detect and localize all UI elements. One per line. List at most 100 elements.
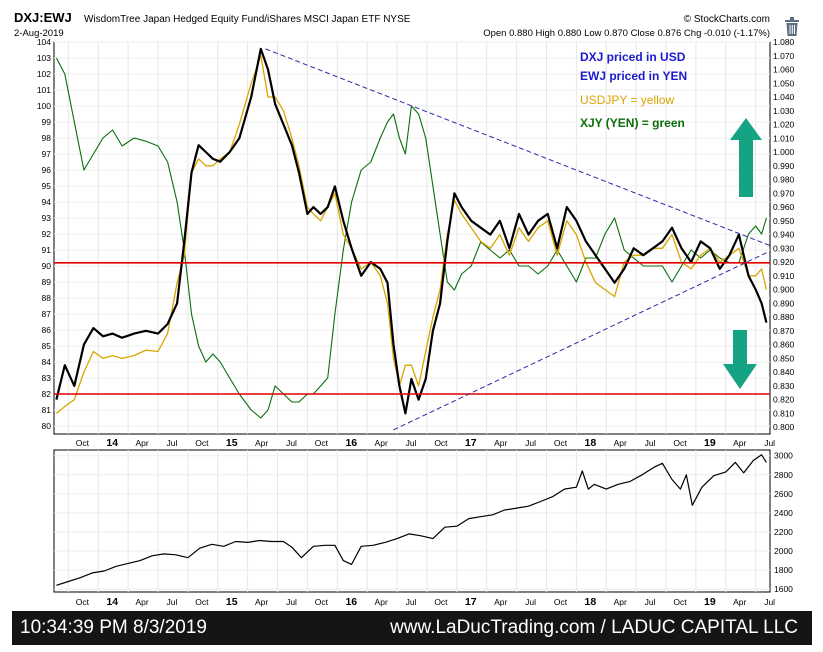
x-tick-label: Apr — [733, 438, 746, 448]
x-tick-label: Jul — [525, 438, 536, 448]
left-tick-label: 91 — [42, 245, 52, 255]
x-tick-label-lower: 15 — [226, 596, 238, 608]
x-tick-label-lower: Apr — [255, 597, 268, 607]
left-tick-label: 80 — [42, 421, 52, 431]
x-tick-label: Oct — [434, 438, 448, 448]
x-tick-label-lower: 17 — [465, 596, 477, 608]
x-tick-label-lower: 19 — [704, 596, 716, 608]
trendline — [393, 250, 771, 431]
x-tick-label-lower: Apr — [614, 597, 627, 607]
left-tick-label: 87 — [42, 309, 52, 319]
trendline — [265, 48, 771, 247]
x-tick-label: Apr — [614, 438, 627, 448]
x-tick-label-lower: Apr — [375, 597, 388, 607]
left-tick-label: 82 — [42, 389, 52, 399]
lower-tick-label: 1800 — [774, 565, 793, 575]
right-tick-label: 0.840 — [773, 367, 795, 377]
left-tick-label: 94 — [42, 197, 52, 207]
right-tick-label: 0.910 — [773, 271, 795, 281]
lower-right-axis: 1600 1800 2000 2200 2400 2600 2800 3000 — [774, 451, 793, 594]
x-tick-label-lower: 16 — [345, 596, 357, 608]
series-ratio-line — [55, 47, 768, 415]
right-tick-label: 0.800 — [773, 422, 795, 432]
footer-credit[interactable]: www.LaDucTrading.com / LADUC CAPITAL LLC — [390, 617, 798, 638]
annotation-usdjpy: USDJPY = yellow — [580, 93, 674, 107]
x-tick-label: 14 — [106, 437, 118, 449]
x-tick-label: Apr — [255, 438, 268, 448]
lower-grid — [54, 450, 770, 592]
x-tick-label: Oct — [315, 438, 329, 448]
right-tick-label: 1.010 — [773, 133, 795, 143]
quote-line: Open 0.880 High 0.880 Low 0.870 Close 0.… — [483, 28, 770, 39]
x-tick-label: Jul — [645, 438, 656, 448]
footer-timestamp: 10:34:39 PM 8/3/2019 — [20, 617, 207, 638]
right-tick-label: 0.960 — [773, 202, 795, 212]
x-tick-label: Apr — [375, 438, 388, 448]
x-tick-label-lower: Jul — [167, 597, 178, 607]
left-tick-label: 97 — [42, 149, 52, 159]
left-tick-label: 84 — [42, 357, 52, 367]
right-tick-label: 0.930 — [773, 243, 795, 253]
x-tick-label-lower: Oct — [554, 597, 568, 607]
x-tick-label-lower: Jul — [286, 597, 297, 607]
right-tick-label: 0.880 — [773, 312, 795, 322]
lower-tick-label: 2600 — [774, 489, 793, 499]
chart-svg: DXJ:EWJ WisdomTree Japan Hedged Equity F… — [14, 10, 799, 608]
x-tick-label-lower: Apr — [135, 597, 148, 607]
x-axis-lower: Oct 14 Apr Jul Oct 15 Apr Jul Oct 16 Apr Jul Oct 17 Ap… — [76, 596, 775, 608]
left-tick-label: 103 — [37, 53, 51, 63]
right-tick-label: 1.030 — [773, 106, 795, 116]
x-tick-label: Jul — [764, 438, 775, 448]
x-axis-main: Oct 14 Apr Jul Oct 15 Apr Jul Oct 16 Apr Jul Oct 17 Ap… — [76, 437, 775, 449]
x-tick-label-lower: Jul — [764, 597, 775, 607]
left-tick-label: 102 — [37, 69, 51, 79]
main-grid — [54, 41, 770, 434]
chart-container: DXJ:EWJ WisdomTree Japan Hedged Equity F… — [14, 10, 799, 608]
series-xjy-line — [55, 57, 767, 419]
main-overlays — [54, 48, 771, 431]
x-tick-label-lower: Oct — [76, 597, 90, 607]
left-tick-label: 86 — [42, 325, 52, 335]
right-tick-label: 1.060 — [773, 65, 795, 75]
x-tick-label: 17 — [465, 437, 477, 449]
left-tick-label: 96 — [42, 165, 52, 175]
x-tick-label-lower: Oct — [195, 597, 209, 607]
right-tick-label: 1.080 — [773, 37, 795, 47]
right-tick-label: 0.850 — [773, 353, 795, 363]
left-tick-label: 101 — [37, 85, 51, 95]
lower-tick-label: 1600 — [774, 584, 793, 594]
left-tick-label: 98 — [42, 133, 52, 143]
right-tick-label: 1.000 — [773, 147, 795, 157]
x-tick-label-lower: Apr — [733, 597, 746, 607]
left-tick-label: 81 — [42, 405, 52, 415]
x-tick-label: Oct — [76, 438, 90, 448]
right-tick-label: 0.970 — [773, 188, 795, 198]
left-tick-label: 95 — [42, 181, 52, 191]
source-label: © StockCharts.com — [684, 14, 770, 25]
left-tick-label: 104 — [37, 37, 51, 47]
right-tick-label: 1.050 — [773, 78, 795, 88]
right-axis: 0.800 0.810 0.820 0.830 0.840 0.850 0.860 0.870… — [773, 37, 795, 432]
x-tick-label: 18 — [585, 437, 597, 449]
up-arrow-icon — [730, 118, 762, 197]
x-tick-label: Oct — [195, 438, 209, 448]
left-tick-label: 85 — [42, 341, 52, 351]
x-tick-label-lower: 14 — [106, 596, 118, 608]
right-tick-label: 0.830 — [773, 381, 795, 391]
x-tick-label: Oct — [554, 438, 568, 448]
annotation-dxj: DXJ priced in USD — [580, 50, 686, 64]
trash-icon[interactable] — [785, 17, 799, 36]
left-tick-label: 100 — [37, 101, 51, 111]
annotation-xjy: XJY (YEN) = green — [580, 116, 685, 130]
chart-date: 2-Aug-2019 — [14, 28, 64, 39]
x-tick-label-lower: Oct — [315, 597, 329, 607]
main-series — [55, 47, 768, 419]
right-tick-label: 0.870 — [773, 326, 795, 336]
right-tick-label: 0.990 — [773, 161, 795, 171]
left-tick-label: 88 — [42, 293, 52, 303]
x-tick-label: Apr — [494, 438, 507, 448]
chart-description: WisdomTree Japan Hedged Equity Fund/iSha… — [84, 14, 411, 25]
x-tick-label: 16 — [345, 437, 357, 449]
down-arrow-icon — [723, 330, 757, 389]
left-axis: 80 81 82 83 84 85 86 87 88 89 90 91 92 93 94 95 96 97 98 99… — [37, 37, 51, 431]
